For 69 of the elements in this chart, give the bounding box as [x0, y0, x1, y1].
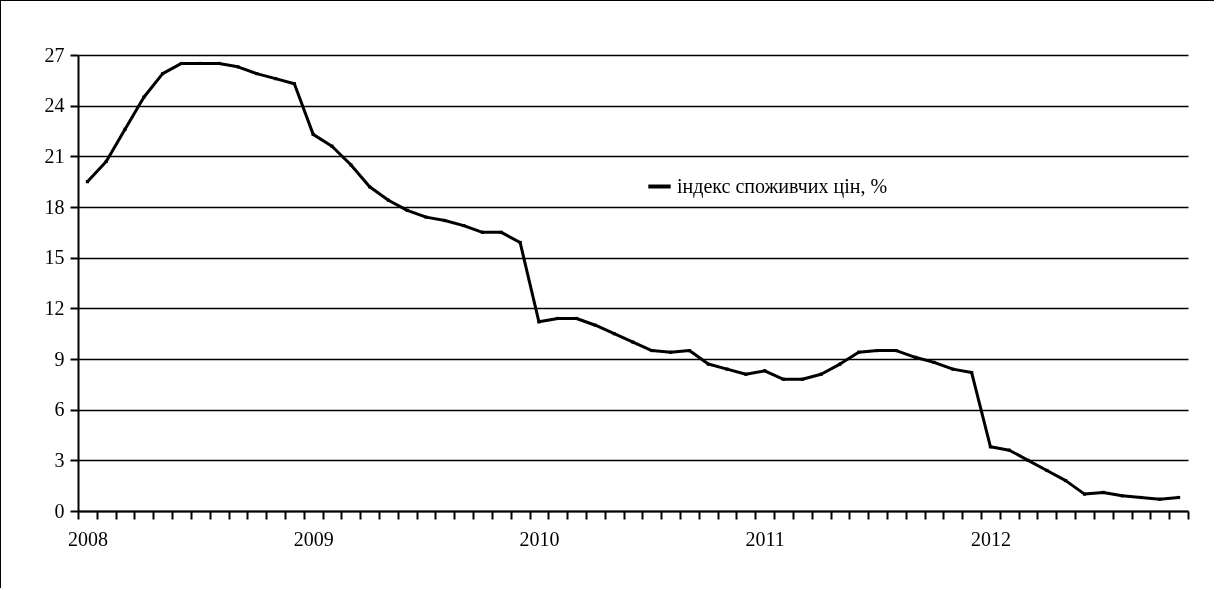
point: [142, 95, 146, 99]
point: [424, 215, 428, 219]
point: [1082, 492, 1087, 496]
point: [913, 355, 917, 359]
x-tick-label: 2011: [745, 527, 785, 550]
point: [311, 132, 315, 136]
y-tick-label: 18: [44, 195, 65, 218]
point: [443, 218, 447, 223]
point: [1007, 448, 1011, 452]
point: [725, 367, 729, 371]
x-tick-label: 2010: [519, 527, 560, 550]
legend-label: індекс споживчих цін, %: [677, 174, 888, 198]
point: [462, 224, 466, 228]
y-tick-label: 21: [44, 144, 65, 167]
point: [368, 185, 372, 189]
point: [612, 332, 616, 336]
point: [1064, 479, 1068, 483]
point: [631, 340, 635, 344]
point: [781, 377, 786, 381]
point: [1045, 468, 1049, 473]
point: [1139, 495, 1143, 500]
point: [1120, 494, 1124, 498]
x-tick-label: 2012: [970, 527, 1011, 550]
y-tick-label: 27: [44, 43, 65, 66]
y-tick-label: 6: [54, 398, 65, 421]
point: [744, 372, 748, 376]
point: [537, 320, 541, 324]
point: [951, 367, 955, 371]
point: [687, 348, 692, 353]
point: [650, 348, 654, 353]
point: [1158, 497, 1162, 501]
point: [838, 362, 842, 366]
point: [255, 72, 259, 76]
point: [988, 445, 993, 449]
point: [480, 230, 485, 234]
y-tick-label: 12: [44, 296, 65, 319]
point: [894, 348, 898, 353]
point: [593, 323, 597, 327]
point: [518, 240, 522, 245]
y-tick-label: 3: [54, 448, 65, 471]
x-tick-label: 2008: [67, 527, 108, 550]
point: [1177, 495, 1181, 500]
y-tick-label: 0: [54, 499, 65, 522]
point: [405, 208, 409, 212]
point: [706, 362, 710, 366]
point: [819, 372, 823, 376]
point: [236, 65, 240, 69]
y-tick-label: 9: [54, 347, 65, 370]
point: [104, 159, 108, 163]
x-tick-label: 2009: [293, 527, 334, 550]
point: [123, 127, 127, 131]
point: [161, 72, 165, 76]
point: [857, 350, 861, 354]
point: [763, 369, 767, 373]
point: [85, 180, 89, 184]
point: [574, 316, 579, 321]
point: [386, 198, 390, 202]
point: [292, 82, 296, 86]
y-tick-label: 24: [44, 94, 65, 117]
point: [499, 230, 503, 234]
point: [669, 350, 673, 354]
point: [349, 163, 353, 167]
point: [970, 370, 974, 375]
point: [330, 144, 334, 148]
y-tick-label: 15: [44, 246, 65, 269]
point: [1026, 458, 1030, 462]
point: [800, 377, 804, 381]
point: [932, 360, 936, 364]
point: [273, 77, 278, 81]
